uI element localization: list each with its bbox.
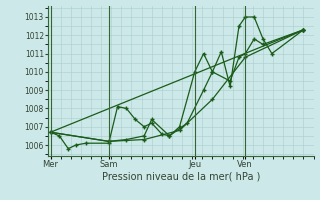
X-axis label: Pression niveau de la mer( hPa ): Pression niveau de la mer( hPa ): [102, 172, 260, 182]
